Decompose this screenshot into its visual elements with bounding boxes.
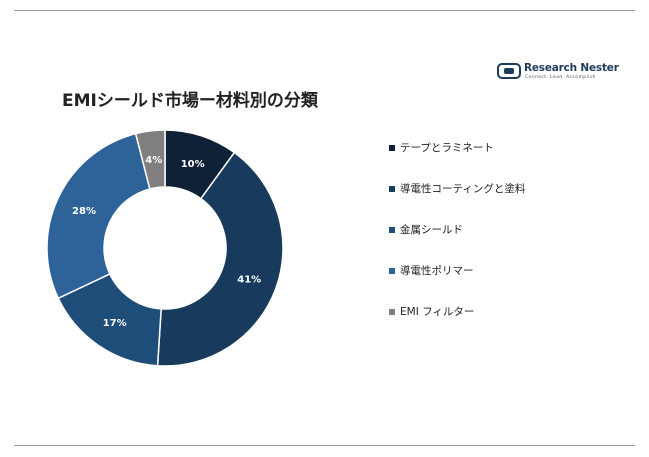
research-nester-logo-icon <box>497 63 521 79</box>
top-divider <box>14 10 635 11</box>
donut-slice-2 <box>156 151 284 367</box>
legend-swatch-1 <box>389 144 395 151</box>
legend-item-2: 導電性コーティングと塗料 <box>389 181 525 196</box>
legend-swatch-2 <box>389 185 395 192</box>
legend-swatch-3 <box>389 226 395 233</box>
legend-swatch-4 <box>389 267 395 274</box>
data-label-4: 28% <box>72 206 96 217</box>
legend-label-3: 金属シールド <box>400 224 463 236</box>
legend-item-3: 金属シールド <box>389 222 463 237</box>
legend-label-4: 導電性ポリマー <box>400 265 474 277</box>
legend-item-5: EMI フィルター <box>389 304 474 319</box>
logo-name-part2: Nester <box>580 62 619 74</box>
logo-tagline: Connect. Lead. Accomplish <box>525 75 596 80</box>
logo-name-part1: Research <box>524 62 581 74</box>
legend-item-1: テープとラミネート <box>389 140 494 155</box>
bottom-divider <box>14 445 635 446</box>
logo-name: Research Nester <box>524 62 619 74</box>
data-label-2: 41% <box>237 274 261 285</box>
donut-slice-5 <box>134 129 166 190</box>
donut-slice-4 <box>46 132 151 300</box>
legend-item-4: 導電性ポリマー <box>389 263 474 278</box>
research-nester-logo: Research Nester Connect. Lead. Accomplis… <box>497 62 619 82</box>
data-label-1: 10% <box>181 159 205 170</box>
legend-swatch-5 <box>389 308 395 315</box>
chart-title: EMIシールド市場ー材料別の分類 <box>62 91 318 111</box>
data-label-3: 17% <box>103 318 127 329</box>
legend-label-1: テープとラミネート <box>400 142 494 154</box>
legend-label-5: EMI フィルター <box>400 306 475 318</box>
legend-label-2: 導電性コーティングと塗料 <box>400 183 526 195</box>
data-label-5: 4% <box>145 155 162 166</box>
